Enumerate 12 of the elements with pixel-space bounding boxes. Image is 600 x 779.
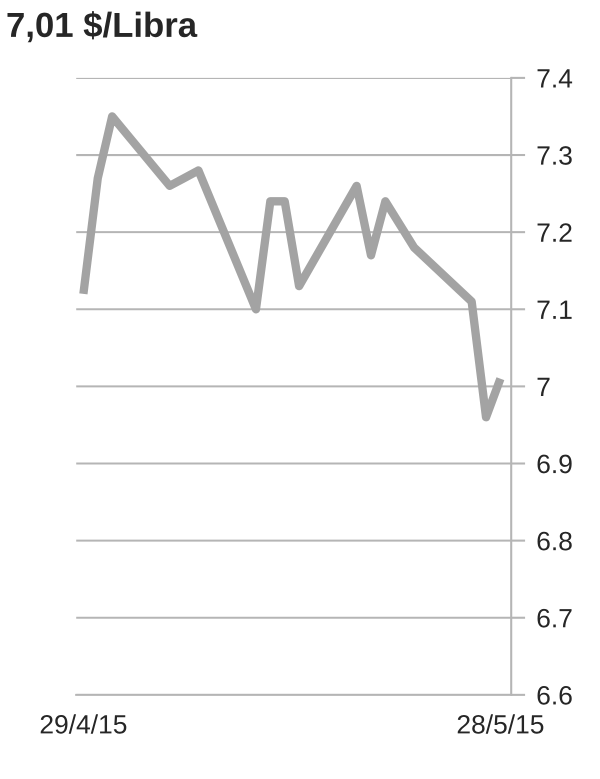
y-tick-label: 6.8 bbox=[538, 532, 572, 550]
y-tick-label: 6.9 bbox=[538, 454, 572, 474]
y-tick-label: 6.6 bbox=[538, 686, 572, 705]
y-tick-label: 7 bbox=[538, 378, 550, 396]
x-tick-label: 29/4/15 bbox=[40, 714, 126, 734]
y-tick-label: 7.3 bbox=[538, 146, 572, 165]
chart-title: 7,01 $/Libra bbox=[7, 11, 198, 42]
y-tick-label: 7.4 bbox=[538, 69, 572, 88]
y-tick-label: 7.2 bbox=[538, 223, 572, 242]
y-tick-label: 7.1 bbox=[538, 300, 572, 319]
y-tick-label: 6.7 bbox=[538, 608, 572, 628]
x-tick-label: 28/5/15 bbox=[458, 714, 544, 734]
